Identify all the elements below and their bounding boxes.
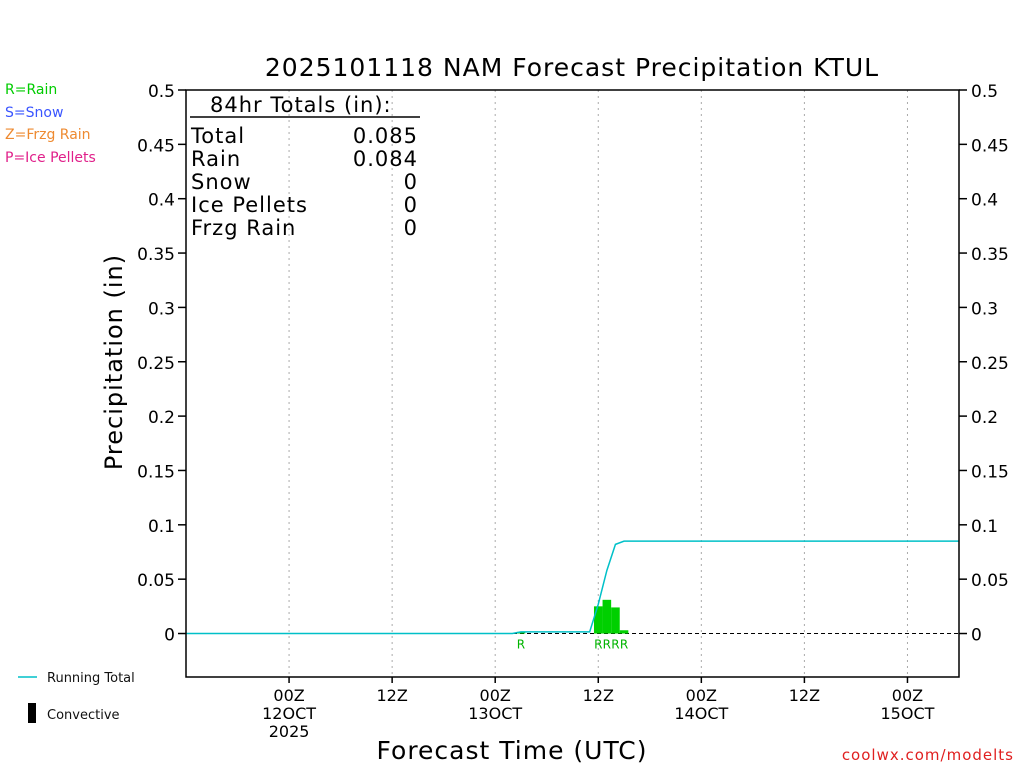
y-axis-left: 0 0.05 0.1 0.15 0.2 0.25 0.3 0.35 0.4 0.45 0.5	[137, 82, 186, 646]
totals-row-label: Rain	[191, 147, 241, 171]
totals-row-value: 0.084	[353, 147, 418, 171]
precip-bar	[516, 631, 526, 634]
precip-type-label: R	[611, 638, 619, 652]
precip-bars	[516, 599, 629, 634]
precip-type-label: R	[603, 638, 611, 652]
convective-legend-label: Convective	[47, 708, 120, 723]
y-tick-label-right: 0.5	[971, 82, 998, 102]
x-tick-label: 12Z	[789, 686, 820, 705]
precip-bar	[593, 606, 603, 634]
legend-ice-pellets: P=Ice Pellets	[5, 150, 96, 166]
x-tick-label: 15OCT	[881, 704, 935, 723]
y-tick-label-left: 0.05	[137, 571, 175, 591]
totals-heading: 84hr Totals (in):	[210, 93, 392, 117]
totals-row-value: 0	[404, 170, 418, 194]
x-tick-label: 13OCT	[468, 704, 522, 723]
precip-type-label: R	[594, 638, 602, 652]
legend-freezing-rain: Z=Frzg Rain	[5, 127, 91, 143]
y-tick-label-right: 0.3	[971, 299, 998, 319]
y-axis-label: Precipitation (in)	[100, 254, 128, 470]
totals-row-label: Total	[190, 124, 245, 148]
y-tick-label-left: 0.15	[137, 462, 175, 482]
precip-bar	[611, 607, 620, 634]
y-tick-label-right: 0.2	[971, 408, 998, 428]
y-tick-label-left: 0.25	[137, 354, 175, 374]
x-tick-label: 00Z	[480, 686, 511, 705]
totals-rows: Total 0.085 Rain 0.084 Snow 0 Ice Pellets 0 Frzg…	[190, 124, 418, 240]
totals-row-label: Snow	[191, 170, 252, 194]
precip-bar	[619, 630, 629, 634]
convective-legend-swatch	[28, 703, 36, 723]
x-tick-label: 00Z	[273, 686, 304, 705]
x-tick-label: 12Z	[376, 686, 407, 705]
chart-title: 2025101118 NAM Forecast Precipitation KT…	[265, 53, 879, 82]
y-tick-label-left: 0.4	[148, 191, 175, 211]
totals-row-label: Ice Pellets	[191, 193, 308, 217]
y-tick-label-right: 0.05	[971, 571, 1009, 591]
running-total-line	[186, 540, 959, 635]
y-tick-label-right: 0.25	[971, 354, 1009, 374]
y-tick-label-left: 0.5	[148, 82, 175, 102]
y-tick-label-left: 0.1	[148, 517, 175, 537]
y-axis-right: 0 0.05 0.1 0.15 0.2 0.25 0.3 0.35 0.4 0.45 0.5	[959, 82, 1009, 646]
plot-area	[185, 89, 960, 678]
totals-row-label: Frzg Rain	[191, 216, 296, 240]
totals-box: 84hr Totals (in): Total 0.085 Rain 0.084 Sno…	[190, 93, 420, 240]
precip-type-label: R	[620, 638, 628, 652]
grid-lines	[288, 90, 908, 677]
y-tick-label-left: 0.35	[137, 245, 175, 265]
x-tick-label: 2025	[269, 722, 310, 741]
convective-legend: Convective	[28, 703, 120, 723]
legend-snow: S=Snow	[5, 105, 64, 121]
x-tick-label: 00Z	[686, 686, 717, 705]
running-total-legend: Running Total	[18, 671, 135, 686]
legend-rain: R=Rain	[5, 82, 58, 98]
precip-bar	[602, 599, 612, 634]
y-tick-label-left: 0.45	[137, 136, 175, 156]
precip-type-label: R	[517, 638, 525, 652]
y-tick-label-right: 0.1	[971, 517, 998, 537]
x-tick-label: 14OCT	[674, 704, 728, 723]
x-tick-label: 12OCT	[262, 704, 316, 723]
totals-row-value: 0	[404, 216, 418, 240]
credit-text: coolwx.com/modelts	[841, 746, 1014, 764]
y-tick-label-left: 0.2	[148, 408, 175, 428]
y-tick-label-right: 0.35	[971, 245, 1009, 265]
running-total-legend-label: Running Total	[47, 671, 135, 686]
y-tick-label-left: 0	[164, 626, 175, 646]
y-tick-label-right: 0.4	[971, 191, 998, 211]
y-tick-label-right: 0.15	[971, 462, 1009, 482]
y-tick-label-right: 0.45	[971, 136, 1009, 156]
y-tick-label-left: 0.3	[148, 299, 175, 319]
x-axis-label: Forecast Time (UTC)	[377, 736, 648, 765]
x-tick-label: 12Z	[583, 686, 614, 705]
totals-row-value: 0	[404, 193, 418, 217]
x-tick-label: 00Z	[892, 686, 923, 705]
y-tick-label-right: 0	[971, 626, 982, 646]
totals-row-value: 0.085	[353, 124, 418, 148]
